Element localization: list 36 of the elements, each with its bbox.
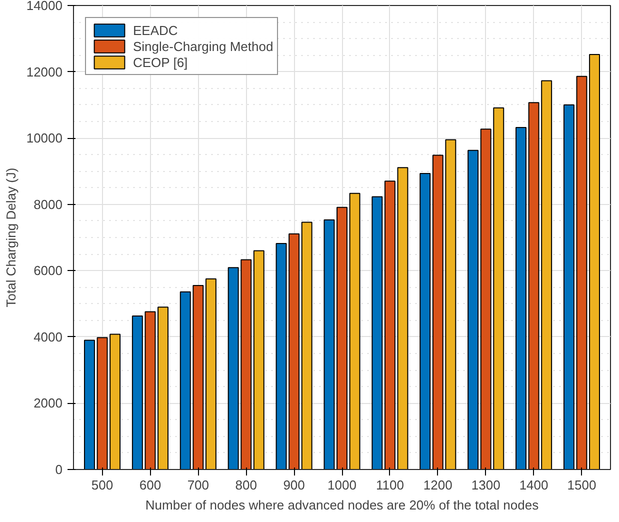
bar <box>84 340 95 470</box>
y-tick-label: 2000 <box>34 396 62 411</box>
y-tick-label: 4000 <box>34 329 62 344</box>
bar <box>349 192 360 470</box>
legend-label: EEADC <box>133 22 178 38</box>
x-tick-label: 1100 <box>376 478 404 492</box>
x-tick-label: 1200 <box>423 478 452 492</box>
y-tick-label: 12000 <box>26 64 63 80</box>
x-tick-label: 1300 <box>471 478 500 492</box>
bar <box>516 126 526 470</box>
bar <box>468 150 479 470</box>
legend-label: CEOP [6] <box>133 54 188 70</box>
x-tick-label: 1000 <box>328 478 356 492</box>
y-tick-label: 8000 <box>34 196 62 212</box>
bar <box>372 196 383 470</box>
bar <box>324 219 335 470</box>
bar <box>301 222 312 470</box>
x-axis-title: Number of nodes where advanced nodes are 20% of the total nodes <box>145 498 540 512</box>
bar <box>158 306 168 470</box>
bar <box>589 54 600 470</box>
y-tick-label: 10000 <box>26 130 63 146</box>
x-tick-label: 1400 <box>519 478 548 492</box>
y-tick-label: 6000 <box>34 263 62 278</box>
x-tick-label: 500 <box>91 478 114 492</box>
x-tick-label: 600 <box>139 478 162 492</box>
bar <box>253 250 264 470</box>
x-tick-label: 900 <box>283 478 305 492</box>
x-tick-label: 800 <box>235 478 257 492</box>
y-tick-label: 14000 <box>26 0 63 13</box>
bar <box>420 173 431 470</box>
y-tick-label: 0 <box>55 462 63 477</box>
x-tick-label: 1500 <box>567 478 596 492</box>
legend-label: Single-Charging Method <box>133 38 274 54</box>
bar <box>205 278 216 470</box>
x-tick-label: 700 <box>187 478 210 492</box>
y-axis-title: Total Charging Delay (J) <box>3 168 18 308</box>
